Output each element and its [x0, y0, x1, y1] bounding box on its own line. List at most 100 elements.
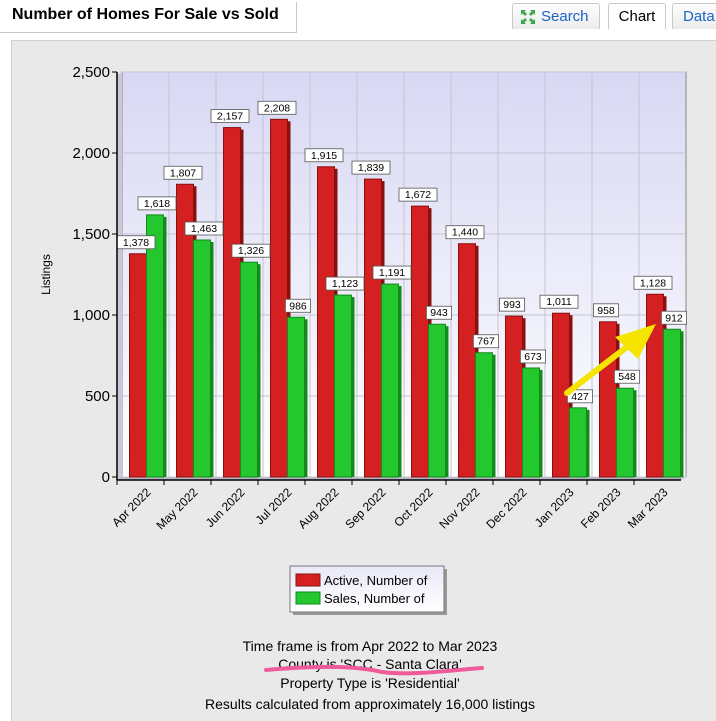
legend-swatch [295, 573, 321, 587]
data-label: 548 [618, 371, 636, 383]
arrow-shaft [564, 340, 635, 396]
bar-active [411, 205, 429, 478]
legend-label: Sales, Number of [324, 591, 425, 606]
bar-sales [381, 283, 399, 478]
bar-active [223, 127, 241, 478]
x-tick-label: Jun 2022 [203, 485, 248, 530]
bar-sales [193, 239, 211, 478]
chart-legend: Active, Number of Sales, Number of [289, 565, 447, 615]
x-tick-label: Dec 2022 [483, 485, 529, 531]
legend-swatch [295, 591, 321, 605]
data-label: 2,208 [264, 102, 290, 114]
data-label-box [661, 310, 688, 325]
data-label-box [257, 100, 297, 115]
x-tick-label: May 2022 [153, 485, 200, 532]
data-label: 1,378 [123, 237, 149, 249]
data-label: 673 [524, 351, 542, 363]
bar-chart: 1,378 1,807 2,157 2,208 1,915 1,839 1,672 1,440… [39, 64, 688, 615]
bar-sales-side [539, 369, 543, 477]
arrow-head [615, 324, 656, 359]
x-tick-label: Feb 2023 [578, 485, 624, 531]
y-tick-label: 500 [85, 388, 110, 405]
bar-sales [428, 323, 446, 478]
bar-active [505, 315, 523, 478]
bar-sales [616, 387, 634, 478]
bar-sales-side [351, 297, 355, 477]
y-tick-label: 1,500 [72, 226, 110, 243]
bar-active [270, 118, 288, 478]
bar-sales [146, 214, 164, 478]
data-label-box [284, 298, 311, 313]
bar-sales-side [633, 390, 637, 477]
data-label-box [398, 187, 438, 202]
bar-sales [522, 367, 540, 478]
bar-sales [240, 261, 258, 478]
data-label: 1,128 [640, 277, 666, 289]
info-time-frame: Time frame is from Apr 2022 to Mar 2023 [242, 638, 498, 654]
data-label-box [372, 265, 412, 280]
x-tick-label: Mar 2023 [625, 485, 671, 531]
bar-sales-side [680, 331, 684, 477]
tab-data-label: Data [683, 8, 715, 25]
tab-chart[interactable]: Chart [608, 3, 666, 29]
bar-sales-side [257, 264, 261, 477]
bar-active [646, 293, 664, 478]
bar-sales [663, 328, 681, 478]
chart-panel: 1,378 1,807 2,157 2,208 1,915 1,839 1,672 1,440… [11, 40, 716, 721]
x-tick-label: Aug 2022 [295, 485, 341, 531]
page-title: Number of Homes For Sale vs Sold [12, 6, 279, 23]
data-label-box [593, 303, 620, 318]
y-tick-label: 1,000 [72, 307, 110, 324]
data-label-box [325, 276, 365, 291]
highlight-underline [264, 664, 484, 676]
data-label-box [163, 165, 203, 180]
data-label: 1,915 [311, 150, 337, 162]
data-label-box [184, 221, 224, 236]
data-label: 986 [289, 300, 307, 312]
bar-active [364, 178, 382, 478]
data-label-box [498, 297, 525, 312]
tab-search-label: Search [541, 8, 589, 25]
data-label: 943 [430, 307, 448, 319]
data-label-box [231, 243, 271, 258]
data-label: 1,326 [238, 245, 264, 257]
data-label: 427 [571, 391, 589, 403]
info-property-type: Property Type is 'Residential' [280, 675, 460, 691]
data-label: 767 [477, 336, 495, 348]
data-label-box [614, 369, 641, 384]
bar-sales [475, 352, 493, 478]
data-label: 1,672 [405, 189, 431, 201]
tab-data[interactable]: Data [672, 3, 716, 29]
data-label-box [445, 225, 485, 240]
tab-chart-label: Chart [618, 8, 656, 25]
data-label: 1,123 [332, 278, 358, 290]
x-tick-label: Nov 2022 [436, 485, 482, 531]
y-axis-label: Listings [39, 254, 53, 295]
data-label: 1,011 [546, 296, 572, 308]
y-tick-label: 2,000 [72, 145, 110, 162]
bar-sales-side [163, 216, 167, 477]
bar-sales-side [398, 286, 402, 477]
x-tick-label: Oct 2022 [391, 485, 436, 530]
x-tick-label: Jul 2022 [253, 485, 295, 527]
data-label-box [633, 275, 673, 290]
data-label-box [210, 109, 250, 123]
data-label-box [304, 148, 344, 163]
annotation-arrow [564, 324, 656, 396]
bar-sales-side [586, 409, 590, 477]
data-label-box [351, 160, 391, 175]
data-label-box [472, 334, 499, 349]
data-label: 1,839 [358, 162, 384, 174]
data-label: 2,157 [217, 111, 243, 123]
bar-sales [569, 407, 587, 478]
data-label: 1,807 [170, 167, 196, 179]
data-label: 1,440 [452, 227, 478, 239]
bar-sales-side [210, 241, 214, 477]
info-results: Results calculated from approximately 16… [205, 696, 535, 712]
y-tick-label: 2,500 [72, 64, 110, 81]
data-label: 1,618 [144, 198, 170, 210]
data-label-box [425, 305, 452, 320]
tab-search[interactable]: Search [512, 3, 600, 29]
bar-sales [334, 294, 352, 478]
data-label: 1,463 [191, 223, 217, 235]
